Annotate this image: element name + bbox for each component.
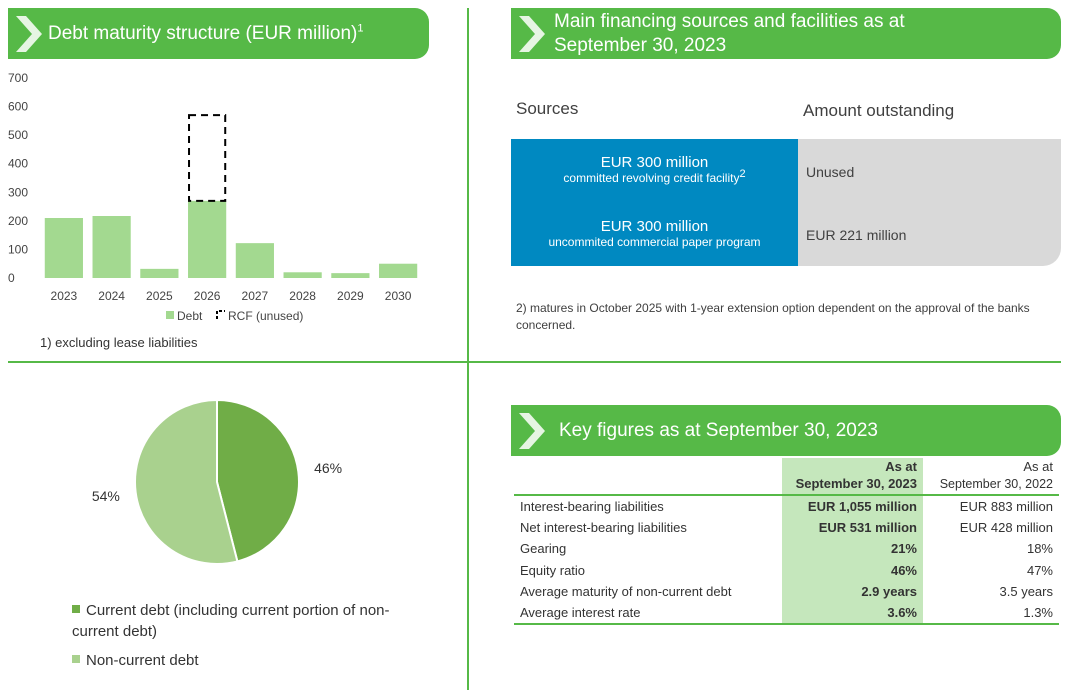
x-tick-label: 2027 [242,289,269,303]
row-prev-value: EUR 883 million [959,498,1053,514]
row-label: Interest-bearing liabilities [520,498,664,514]
legend-debt-label: Debt [177,309,203,323]
vertical-divider [467,8,469,690]
debt-footnote: 1) excluding lease liabilities [40,335,198,350]
table-row: Interest-bearing liabilities EUR 1,055 mi… [514,495,1059,517]
legend-noncurrent-label: Non-current debt [86,652,199,669]
debt-bar [379,263,418,278]
row-label: Average interest rate [514,602,782,625]
y-tick-label: 200 [8,214,28,228]
legend-rcf-label: RCF (unused) [228,309,303,323]
source-rcf: EUR 300 million committed revolving cred… [511,154,798,185]
x-tick-label: 2029 [337,289,364,303]
row-label: Net interest-bearing liabilities [520,519,687,535]
row-prev-value: 3.5 years [999,584,1053,600]
row-prev-value: EUR 428 million [959,519,1053,535]
header-current-cell: As at September 30, 2023 [782,458,923,496]
row-current-value: EUR 1,055 million [782,495,923,517]
x-tick-label: 2024 [98,289,125,303]
header-label-cell [514,458,782,496]
key-figures-title: Key figures as at September 30, 2023 [559,419,878,441]
legend-swatch-current [72,605,80,613]
row-label: Average maturity of non-current debt [520,584,732,600]
row-prev-value: 47% [1026,562,1053,578]
row-current-value: EUR 531 million [782,516,923,538]
y-tick-label: 600 [8,100,28,114]
sources-panel: EUR 300 million committed revolving cred… [511,139,798,266]
rcf-bar [188,114,227,202]
y-tick-label: 400 [8,157,28,171]
debt-bar [92,216,131,278]
debt-maturity-bar-chart: 0 100 200 300 400 500 600 700 2023 2024 2025 2026 20… [8,71,418,323]
source-rcf-amount: EUR 300 million [600,154,709,171]
row-prev-value: 18% [1026,541,1053,557]
row-current-value: 2.9 years [782,581,923,603]
row-prev-value: 1.3% [923,602,1059,625]
table-row: Equity ratio 46% 47% [514,559,1059,581]
table-row: Average interest rate 3.6% 1.3% [514,602,1059,625]
pie-slice-noncurrent [134,398,239,565]
amount-panel [797,139,1061,266]
y-tick-label: 500 [8,128,28,142]
y-tick-label: 300 [8,185,28,199]
x-tick-label: 2025 [146,289,173,303]
debt-split-pie-chart: 46% 54% [92,398,342,565]
debt-bar [188,200,227,278]
source-cp: EUR 300 million uncommited commercial pa… [511,218,798,249]
legend-swatch-rcf [216,310,225,319]
debt-bar [44,218,83,278]
chevron-right-icon [16,15,42,52]
table-row: Average maturity of non-current debt 2.9 … [514,581,1059,603]
horizontal-divider [8,361,1061,363]
row-label: Equity ratio [520,562,586,578]
y-tick-label: 700 [8,71,28,85]
debt-maturity-title: Debt maturity structure (EUR million)1 [48,22,364,44]
debt-bar [331,273,370,278]
debt-bar [140,268,179,278]
header-prev-cell: As at September 30, 2022 [923,458,1059,496]
legend-swatch-debt [166,311,174,319]
source-cp-description: uncommited commercial paper program [548,235,761,249]
sources-column-header: Sources [516,99,579,118]
pie-percent-label: 54% [92,488,120,504]
source-cp-amount: EUR 300 million [600,218,709,235]
x-tick-label: 2028 [289,289,316,303]
debt-maturity-header: Debt maturity structure (EUR million)1 [8,8,429,59]
x-tick-label: 2026 [194,289,221,303]
amount-rcf: Unused [806,164,855,180]
legend-current-debt: Current debt (including current portion … [72,600,412,642]
y-tick-label: 0 [8,271,15,285]
table-row: Gearing 21% 18% [514,538,1059,560]
legend-noncurrent-debt: Non-current debt [72,650,199,671]
pie-slice-current [216,398,300,563]
x-tick-label: 2030 [385,289,412,303]
pie-percent-label: 46% [314,460,342,476]
financing-footnote: 2) matures in October 2025 with 1-year e… [516,301,1030,332]
financing-header: Main financing sources and facilities as… [511,8,1061,59]
row-label: Gearing [520,541,567,557]
x-tick-label: 2023 [51,289,78,303]
row-current-value: 46% [782,559,923,581]
source-rcf-description: committed revolving credit facility2 [563,168,746,186]
debt-bar [235,243,274,278]
debt-bar [283,272,322,278]
key-figures-header: Key figures as at September 30, 2023 [511,405,1061,456]
key-figures-table: As at September 30, 2023 As at September 3… [514,458,1059,625]
chevron-right-icon [519,412,545,449]
row-current-value: 21% [782,538,923,560]
table-row: Net interest-bearing liabilities EUR 531 … [514,516,1059,538]
table-header-row: As at September 30, 2023 As at September 3… [514,458,1059,496]
amount-cp: EUR 221 million [806,227,907,243]
chevron-right-icon [519,15,545,52]
row-current-value: 3.6% [782,602,923,625]
legend-current-label: Current debt (including current portion … [72,602,390,640]
legend-swatch-noncurrent [72,655,80,663]
amount-column-header: Amount outstanding [803,101,955,120]
financing-title: Main financing sources and facilities as… [554,10,905,56]
y-tick-label: 100 [8,242,28,256]
